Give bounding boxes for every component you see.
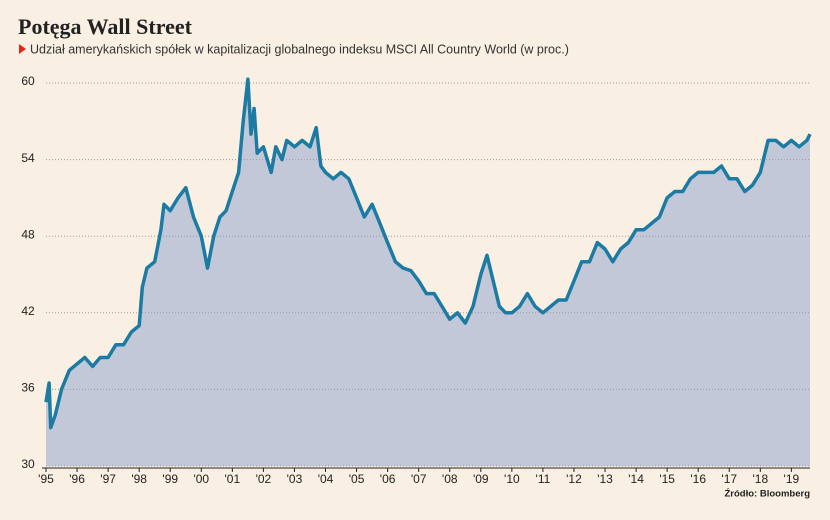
x-tick-label: '01 [225,472,241,486]
x-tick-label: '98 [131,472,147,486]
x-tick-label: '96 [69,472,85,486]
line [44,77,812,430]
x-tick-label: '17 [721,472,737,486]
x-tick-label: '14 [628,472,644,486]
x-tick-label: '05 [349,472,365,486]
subtitle-marker [19,44,26,54]
x-tick-label: '04 [318,472,334,486]
y-tick-label: 48 [21,227,35,241]
x-tick-label: '13 [597,472,613,486]
x-tick-label: '08 [442,472,458,486]
x-tick-label: '00 [193,472,209,486]
x-tick-label: '16 [690,472,706,486]
x-tick-label: '10 [504,472,520,486]
x-tick-label: '03 [287,472,303,486]
x-tick-label: '12 [566,472,582,486]
x-tick-label: '97 [100,472,116,486]
y-tick-label: 36 [21,381,35,395]
source: Źródło: Bloomberg [725,489,811,500]
x-tick-label: '11 [536,472,551,486]
x-tick-label: '02 [256,472,272,486]
x-tick-label: '99 [162,472,178,486]
area [46,79,810,466]
y-tick-label: 42 [21,304,35,318]
x-tick-label: '19 [784,472,800,486]
x-tick-label: '07 [411,472,427,486]
x-tick-label: '06 [380,472,396,486]
chart-subtitle: Udział amerykańskich spółek w kapitaliza… [30,42,569,56]
chart-title: Potęga Wall Street [18,14,193,39]
y-tick-label: 30 [21,457,35,471]
x-tick-label: '95 [38,472,54,486]
y-tick-label: 54 [21,151,35,165]
x-tick-label: '15 [659,472,675,486]
x-tick-label: '18 [752,472,768,486]
x-tick-label: '09 [473,472,489,486]
y-tick-label: 60 [21,74,35,88]
